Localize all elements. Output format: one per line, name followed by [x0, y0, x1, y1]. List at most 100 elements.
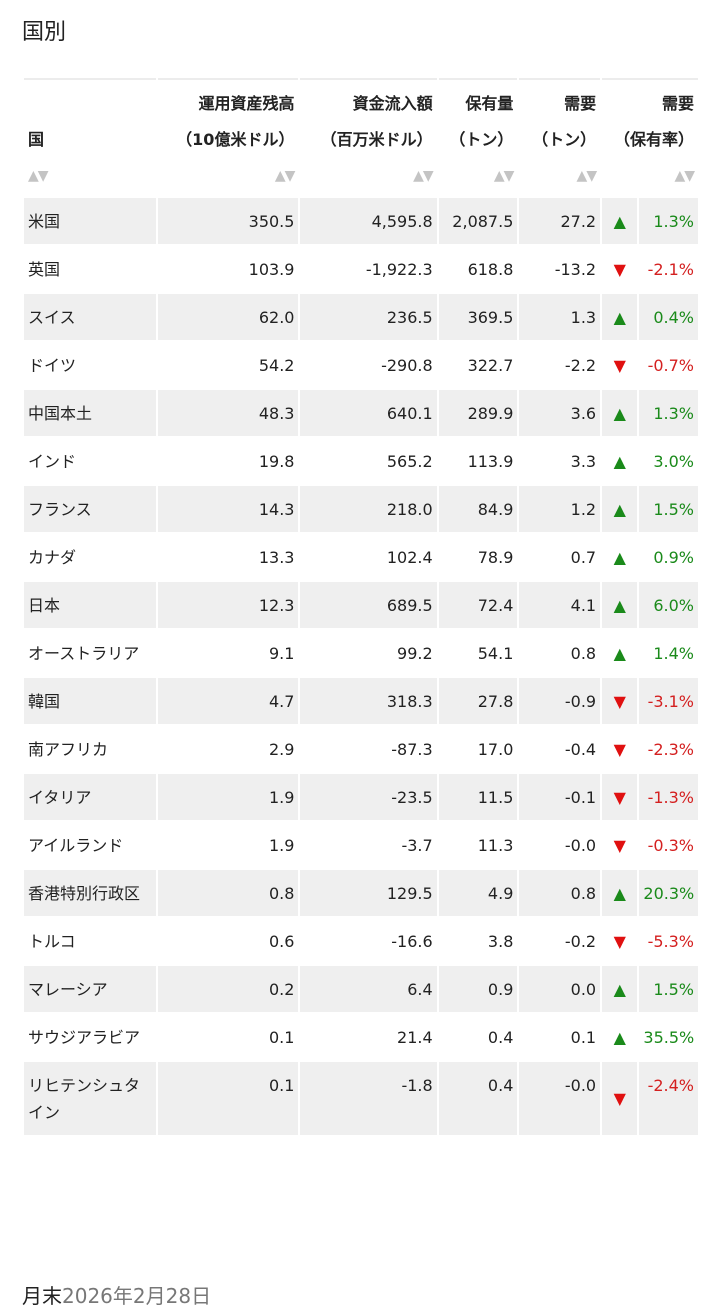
cell-aum: 13.3: [258, 548, 295, 567]
cell-flow: 99.2: [397, 644, 433, 663]
sort-icon[interactable]: ▲▼: [28, 168, 49, 184]
cell-holdings: 11.3: [477, 836, 514, 855]
cell-demand-pct: -0.7%: [647, 356, 694, 375]
down-arrow-icon: ▼: [602, 678, 638, 724]
cell-flow: 6.4: [300, 966, 437, 1012]
cell-aum: 103.9: [248, 260, 295, 279]
cell-demand: -0.2: [564, 932, 597, 951]
cell-aum: 14.3: [158, 486, 299, 532]
cell-flow: 640.1: [300, 390, 437, 436]
cell-aum: 62.0: [158, 294, 299, 340]
up-arrow-icon: ▲: [602, 486, 638, 532]
header-line1: 運用資産残高: [198, 94, 295, 113]
cell-country: 香港特別行政区: [24, 870, 157, 916]
down-arrow-icon: ▼: [613, 259, 626, 279]
cell-flow: -1,922.3: [365, 260, 433, 279]
cell-country: カナダ: [28, 548, 77, 567]
cell-holdings: 54.1: [477, 644, 514, 663]
table-row: カナダ 13.3 102.4 78.9 0.7 ▲ 0.9%: [24, 534, 698, 580]
cell-country: マレーシア: [24, 966, 157, 1012]
cell-country: 中国本土: [24, 390, 157, 436]
cell-demand: -0.9: [519, 678, 601, 724]
sort-icon[interactable]: ▲▼: [493, 168, 515, 184]
cell-holdings: 4.9: [438, 870, 518, 916]
cell-demand-pct: -3.1%: [639, 678, 698, 724]
table-row: 韓国 4.7 318.3 27.8 -0.9 ▼ -3.1%: [24, 678, 698, 724]
cell-holdings: 0.9: [438, 966, 518, 1012]
cell-country: サウジアラビア: [28, 1028, 141, 1047]
cell-country: 英国: [28, 260, 61, 279]
table-row: マレーシア 0.2 6.4 0.9 0.0 ▲ 1.5%: [24, 966, 698, 1012]
column-header-holdings[interactable]: 保有量 （トン） ▲▼: [438, 78, 518, 196]
cell-demand: 0.8: [519, 870, 601, 916]
table-row: インド 19.8 565.2 113.9 3.3 ▲ 3.0%: [24, 438, 698, 484]
sort-icon[interactable]: ▲▼: [576, 168, 598, 184]
header-line2: （百万米ドル）: [320, 130, 433, 149]
cell-demand-pct: -5.3%: [647, 932, 694, 951]
cell-demand-pct: 1.3%: [639, 390, 698, 436]
cell-flow: 218.0: [300, 486, 437, 532]
cell-country: オーストラリア: [28, 644, 140, 663]
cell-country: ドイツ: [28, 356, 77, 375]
cell-aum: 0.1: [269, 1028, 295, 1047]
footer-date: 月末2026年2月28日: [22, 1280, 211, 1309]
cell-demand-pct: -2.4%: [639, 1062, 698, 1135]
header-line2: （トン）: [449, 130, 514, 149]
sort-icon[interactable]: ▲▼: [413, 168, 434, 184]
up-arrow-icon: ▲: [602, 390, 638, 436]
table-body: 米国 350.5 4,595.8 2,087.5 27.2 ▲ 1.3% 英国 103.9 -1,…: [24, 198, 698, 1135]
table-row: 中国本土 48.3 640.1 289.9 3.6 ▲ 1.3%: [24, 390, 698, 436]
table-row: スイス 62.0 236.5 369.5 1.3 ▲ 0.4%: [24, 294, 698, 340]
cell-demand-pct: 1.4%: [653, 644, 694, 663]
cell-holdings: 0.4: [487, 1028, 514, 1047]
header-line1: 需要: [661, 94, 694, 113]
cell-holdings: 17.0: [477, 740, 514, 759]
column-header-flow[interactable]: 資金流入額 （百万米ドル） ▲▼: [300, 78, 437, 196]
cell-aum: 48.3: [158, 390, 299, 436]
down-arrow-icon: ▼: [613, 835, 626, 855]
cell-holdings: 78.9: [477, 548, 514, 567]
cell-demand: -2.2: [564, 356, 597, 375]
cell-flow: -1.8: [300, 1062, 437, 1135]
footer-date-value: 2026年2月28日: [62, 1284, 212, 1308]
cell-flow: 129.5: [300, 870, 437, 916]
cell-demand-pct: -1.3%: [639, 774, 698, 820]
cell-demand-pct: 6.0%: [639, 582, 698, 628]
cell-holdings: 113.9: [467, 452, 514, 471]
footer-label: 月末: [22, 1284, 62, 1308]
column-header-aum[interactable]: 運用資産残高 （10億米ドル） ▲▼: [158, 78, 299, 196]
cell-holdings: 618.8: [467, 260, 514, 279]
cell-demand-pct: -2.3%: [647, 740, 694, 759]
table-row: 南アフリカ 2.9 -87.3 17.0 -0.4 ▼ -2.3%: [24, 726, 698, 772]
cell-demand: -0.0: [564, 836, 597, 855]
up-arrow-icon: ▲: [613, 643, 626, 663]
cell-country: アイルランド: [28, 836, 124, 855]
column-header-demand[interactable]: 需要 （トン） ▲▼: [519, 78, 601, 196]
cell-demand: 1.2: [519, 486, 601, 532]
table-header-row: 国 ▲▼ 運用資産残高 （10億米ドル） ▲▼ 資金流入額 （百万米ドル） ▲▼…: [24, 78, 698, 196]
cell-demand-pct: 1.3%: [639, 198, 698, 244]
cell-flow: -23.5: [300, 774, 437, 820]
down-arrow-icon: ▼: [613, 355, 626, 375]
cell-demand: -0.4: [564, 740, 597, 759]
header-line2: （10億米ドル）: [176, 130, 295, 149]
column-header-demand-pct[interactable]: 需要 （保有率） ▲▼: [602, 78, 698, 196]
cell-country: 日本: [24, 582, 157, 628]
cell-flow: 565.2: [386, 452, 433, 471]
sort-icon[interactable]: ▲▼: [674, 168, 695, 184]
table-row: リヒテンシュタイン 0.1 -1.8 0.4 -0.0 ▼ -2.4%: [24, 1062, 698, 1135]
column-header-country[interactable]: 国 ▲▼: [24, 78, 157, 196]
cell-demand: 27.2: [519, 198, 601, 244]
cell-holdings: 289.9: [438, 390, 518, 436]
header-line1: 保有量: [465, 94, 514, 113]
cell-holdings: 3.8: [487, 932, 514, 951]
cell-flow: -290.8: [381, 356, 433, 375]
cell-country: 南アフリカ: [28, 740, 109, 759]
table-row: オーストラリア 9.1 99.2 54.1 0.8 ▲ 1.4%: [24, 630, 698, 676]
sort-icon[interactable]: ▲▼: [274, 168, 296, 184]
cell-holdings: 11.5: [438, 774, 518, 820]
cell-country: 韓国: [24, 678, 157, 724]
cell-demand-pct: 35.5%: [643, 1028, 695, 1047]
cell-holdings: 322.7: [467, 356, 514, 375]
table-row: イタリア 1.9 -23.5 11.5 -0.1 ▼ -1.3%: [24, 774, 698, 820]
